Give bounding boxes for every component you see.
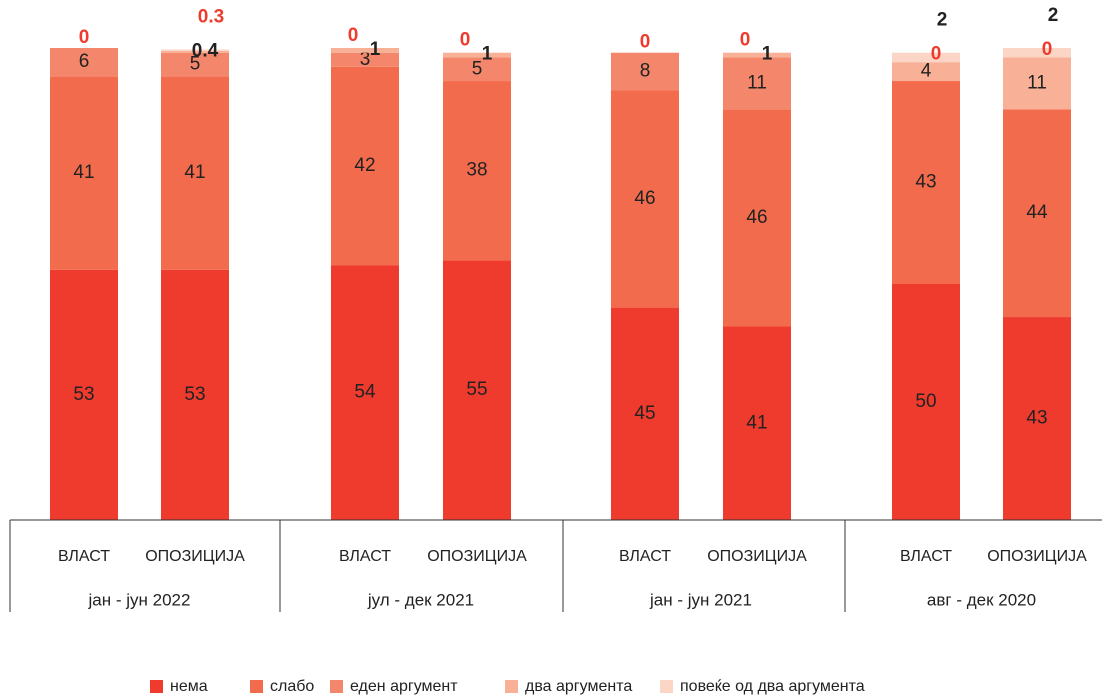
data-label: 53: [184, 384, 205, 405]
bar-segment: [161, 49, 229, 51]
data-label: 0: [79, 27, 90, 48]
bar-segment: [892, 284, 960, 520]
data-label: 0: [348, 25, 359, 46]
bar-segment: [723, 326, 791, 520]
bar-segment: [161, 52, 229, 77]
data-label: 43: [1026, 408, 1047, 429]
x-tick-label: ОПОЗИЦИЈА: [427, 548, 527, 565]
x-tick-label: ВЛАСТ: [900, 548, 952, 565]
data-label: 41: [746, 412, 767, 433]
data-label: 46: [634, 188, 655, 209]
data-label: 41: [184, 162, 205, 183]
bar-segment: [723, 109, 791, 327]
data-label: 11: [1027, 72, 1047, 93]
data-label: 42: [354, 155, 375, 176]
x-tick-label: ВЛАСТ: [339, 548, 391, 565]
bar-segment: [50, 48, 118, 77]
data-label: 44: [1026, 202, 1048, 223]
data-label: 1: [482, 44, 493, 65]
legend-swatch: [505, 680, 518, 693]
data-label: 41: [73, 162, 94, 183]
bar-segment: [331, 66, 399, 266]
group-label: јул - дек 2021: [367, 590, 474, 609]
data-label: 55: [466, 379, 487, 400]
group-label: јан - јун 2022: [88, 590, 191, 609]
legend-swatch: [150, 680, 163, 693]
bar-segment: [1003, 317, 1071, 520]
bar-segment: [443, 81, 511, 261]
bar-segment: [331, 265, 399, 520]
bar-segment: [892, 62, 960, 82]
data-label: 53: [73, 384, 94, 405]
data-label: 0: [740, 30, 751, 51]
x-tick-label: ВЛАСТ: [58, 548, 110, 565]
data-label: 46: [746, 207, 767, 228]
bar-segment: [161, 50, 229, 53]
bar-segment: [161, 269, 229, 520]
data-label: 5: [190, 54, 201, 75]
data-label: 50: [915, 391, 936, 412]
x-tick-label: ОПОЗИЦИЈА: [145, 548, 245, 565]
bar-segment: [161, 76, 229, 270]
data-label: 0: [1042, 39, 1053, 60]
data-label: 2: [1048, 5, 1059, 26]
legend-label: еден аргумент: [350, 678, 458, 695]
data-label: 6: [79, 51, 90, 72]
data-label: 38: [466, 160, 487, 181]
data-label: 0.4: [192, 40, 219, 61]
bar-segment: [331, 48, 399, 53]
legend-label: повеќе од два аргумента: [680, 678, 865, 695]
bar-segment: [1003, 48, 1071, 58]
data-label: 0: [460, 30, 471, 51]
legend-swatch: [660, 680, 673, 693]
bar-segment: [611, 52, 679, 91]
bar-segment: [1003, 109, 1071, 318]
bar-segment: [443, 57, 511, 82]
data-label: 0.3: [198, 6, 224, 27]
data-label: 11: [747, 72, 767, 93]
data-label: 45: [634, 403, 655, 424]
bar-segment: [331, 52, 399, 67]
data-label: 0: [640, 32, 651, 53]
group-label: авг - дек 2020: [927, 590, 1036, 609]
data-label: 54: [354, 382, 376, 403]
bar-segment: [443, 52, 511, 58]
data-label: 4: [921, 61, 932, 82]
data-label: 2: [937, 10, 948, 31]
legend-swatch: [330, 680, 343, 693]
bar-segment: [50, 76, 118, 270]
data-label: 5: [472, 58, 483, 79]
legend-label: два аргумента: [525, 678, 632, 695]
bar-segment: [611, 307, 679, 520]
bar-segment: [443, 260, 511, 520]
data-label: 1: [370, 39, 381, 60]
bar-segment: [50, 269, 118, 520]
legend-label: нема: [170, 678, 208, 695]
bar-segment: [723, 52, 791, 58]
bar-segment: [892, 81, 960, 284]
x-tick-label: ОПОЗИЦИЈА: [707, 548, 807, 565]
x-tick-label: ОПОЗИЦИЈА: [987, 548, 1087, 565]
group-label: јан - јун 2021: [649, 590, 752, 609]
data-label: 0: [931, 44, 942, 65]
data-label: 1: [762, 44, 773, 65]
bar-segment: [723, 57, 791, 110]
bar-segment: [1003, 57, 1071, 110]
legend-label: слабо: [270, 678, 314, 695]
x-tick-label: ВЛАСТ: [619, 548, 671, 565]
bar-segment: [892, 52, 960, 63]
data-label: 43: [915, 172, 936, 193]
data-label: 3: [360, 49, 371, 70]
data-label: 8: [640, 61, 651, 82]
bar-segment: [611, 90, 679, 308]
legend-swatch: [250, 680, 263, 693]
